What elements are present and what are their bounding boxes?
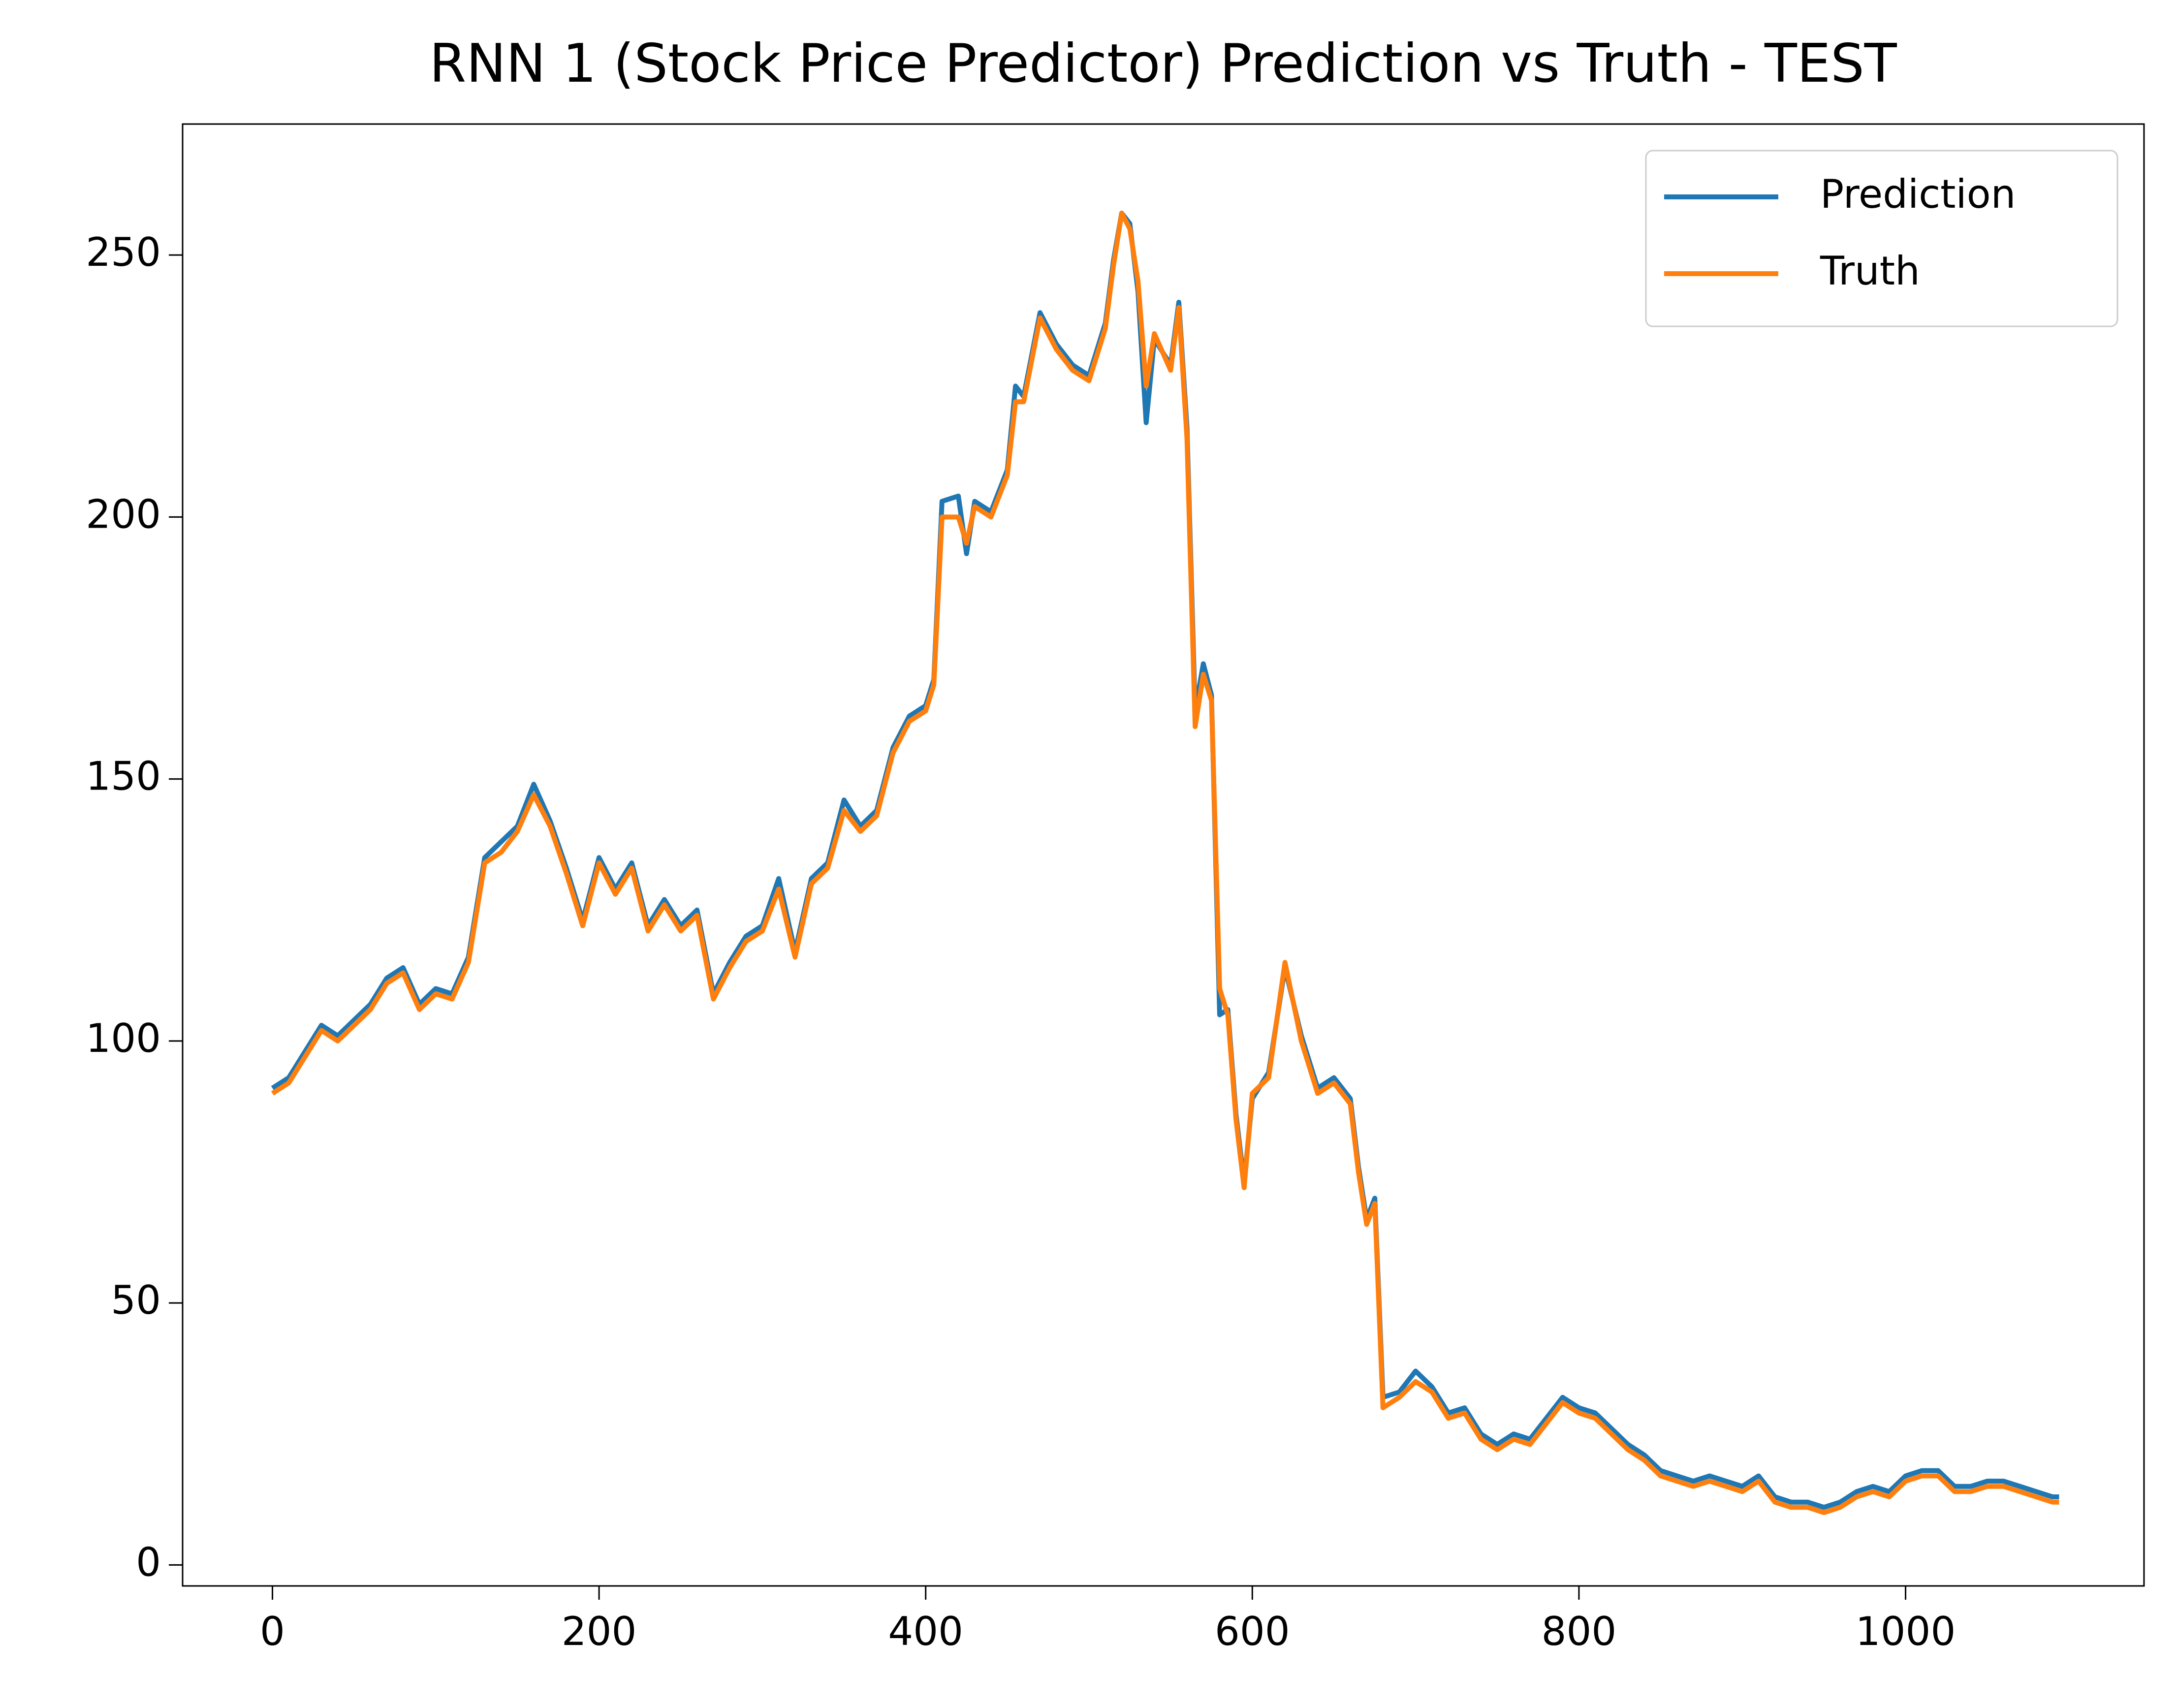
y-tick-label: 0: [136, 1539, 161, 1585]
x-tick-label: 600: [1215, 1609, 1290, 1654]
y-tick-label: 250: [86, 229, 161, 275]
x-tick-label: 800: [1542, 1609, 1617, 1654]
y-tick-label: 150: [86, 754, 161, 799]
x-tick-label: 0: [260, 1609, 285, 1654]
x-tick-label: 200: [562, 1609, 637, 1654]
plot-frame: [182, 123, 2145, 1587]
y-tick-label: 50: [111, 1277, 161, 1323]
x-tick-label: 1000: [1856, 1609, 1956, 1654]
series-line: [271, 211, 2059, 1515]
y-tick-label: 200: [86, 491, 161, 537]
legend-label: Truth: [1820, 248, 1920, 294]
chart-title: RNN 1 (Stock Price Predictor) Prediction…: [429, 33, 1897, 95]
legend-label: Prediction: [1820, 171, 2016, 217]
x-tick-label: 400: [888, 1609, 963, 1654]
y-tick-label: 100: [86, 1015, 161, 1061]
